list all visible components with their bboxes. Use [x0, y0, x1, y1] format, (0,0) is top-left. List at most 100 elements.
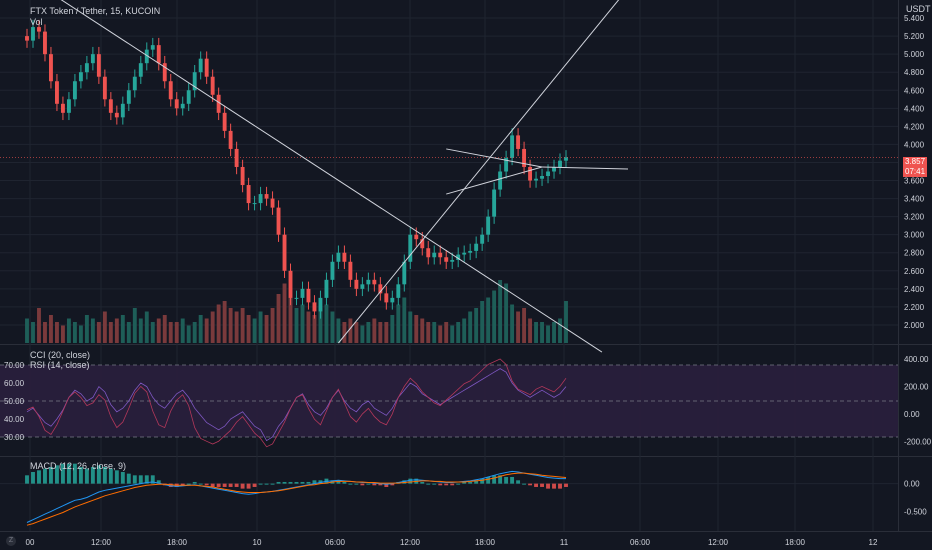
candle-body	[312, 302, 317, 312]
candle-body	[546, 171, 550, 177]
volume-bar	[108, 322, 113, 343]
time-tick-label: 18:00	[785, 538, 806, 547]
volume-bar	[324, 304, 329, 343]
candle-body	[432, 252, 437, 258]
candle-body	[348, 261, 353, 280]
candle-body	[31, 27, 35, 41]
macd-histogram-bar	[60, 463, 65, 484]
volume-bar	[348, 318, 353, 343]
macd-histogram-bar	[318, 480, 323, 484]
candle-body	[564, 157, 568, 161]
trendline-ascending-support	[338, 0, 620, 344]
volume-bar	[282, 283, 287, 343]
macd-histogram-bar	[516, 480, 521, 484]
time-tick-label: 11	[560, 538, 569, 547]
volume-bar	[156, 318, 161, 343]
time-tick-label: 06:00	[325, 538, 346, 547]
volume-bar	[408, 311, 413, 343]
volume-bar	[96, 322, 101, 343]
volume-bar	[234, 311, 239, 343]
volume-bar	[318, 308, 323, 343]
macd-histogram-bar	[144, 475, 149, 484]
volume-bar	[360, 325, 365, 343]
price-tick-label: 5.400	[904, 14, 925, 23]
volume-bar	[162, 315, 167, 343]
candle-body	[456, 254, 461, 260]
volume-bar	[222, 301, 227, 343]
candle-body	[192, 72, 197, 91]
macd-histogram-bar	[534, 483, 539, 487]
macd-histogram-bar	[234, 483, 239, 487]
volume-bar	[54, 322, 59, 343]
candle-body	[180, 103, 185, 109]
logo-icon[interactable]: Z	[6, 536, 16, 546]
volume-bar	[25, 318, 29, 343]
macd-histogram-bar	[288, 481, 293, 484]
rsi-tick-label: 40.00	[4, 415, 25, 424]
candle-body	[528, 166, 533, 181]
candle-body	[216, 94, 221, 113]
volume-bar	[240, 308, 245, 343]
macd-histogram-bar	[192, 481, 197, 484]
volume-bar	[504, 283, 509, 343]
candle-body	[462, 252, 467, 255]
macd-histogram-bar	[498, 475, 503, 484]
macd-histogram-bar	[546, 483, 550, 489]
price-tick-label: 3.600	[904, 177, 925, 186]
candle-body	[54, 81, 59, 104]
macd-histogram-bar	[294, 481, 299, 484]
volume-bar	[168, 322, 173, 343]
price-tick-label: 4.400	[904, 104, 925, 113]
volume-bar	[72, 322, 77, 343]
candle-body	[240, 166, 245, 186]
macd-histogram-bar	[564, 483, 568, 487]
candle-body	[186, 90, 191, 104]
macd-histogram-bar	[360, 483, 365, 486]
macd-histogram-bar	[438, 483, 443, 486]
macd-histogram-bar	[180, 483, 185, 486]
volume-bar	[366, 322, 371, 343]
cci-line	[26, 358, 567, 448]
volume-bar	[37, 308, 41, 343]
macd-histogram-bar	[72, 463, 77, 484]
candle-body	[258, 194, 263, 204]
candle-body	[378, 284, 383, 294]
volume-bar	[432, 322, 437, 343]
macd-histogram-bar	[354, 483, 359, 485]
macd-histogram-bar	[102, 467, 107, 484]
macd-histogram-bar	[270, 483, 275, 485]
volume-bar	[174, 322, 179, 343]
candle-body	[492, 189, 497, 217]
macd-histogram-bar	[510, 476, 515, 484]
macd-histogram-bar	[96, 465, 101, 484]
time-tick-label: 18:00	[475, 538, 496, 547]
macd-histogram-bar	[552, 483, 556, 489]
time-tick-label: 06:00	[630, 538, 651, 547]
macd-tick-label: 0.00	[904, 480, 920, 489]
candle-body	[510, 135, 515, 158]
macd-histogram-bar	[84, 468, 89, 484]
macd-histogram-bar	[54, 465, 59, 484]
candle-body	[222, 112, 227, 131]
candle-body	[444, 257, 449, 262]
volume-bar	[444, 322, 449, 343]
candle-body	[96, 54, 101, 77]
macd-histogram-bar	[468, 481, 473, 484]
macd-histogram-bar	[426, 483, 431, 485]
price-tick-label: 2.400	[904, 285, 925, 294]
volume-bar	[246, 315, 251, 343]
price-tick-label: 2.200	[904, 303, 925, 312]
volume-bar	[102, 311, 107, 343]
volume-bar	[516, 311, 521, 343]
macd-histogram-bar	[450, 483, 455, 486]
volume-bar	[150, 322, 155, 343]
volume-bar	[546, 325, 550, 343]
candle-body	[324, 279, 329, 298]
volume-bar	[456, 322, 461, 343]
candle-body	[144, 49, 149, 64]
candle-body	[438, 252, 443, 258]
candle-body	[342, 252, 347, 262]
candle-body	[234, 148, 239, 167]
macd-histogram-bar	[252, 483, 257, 487]
